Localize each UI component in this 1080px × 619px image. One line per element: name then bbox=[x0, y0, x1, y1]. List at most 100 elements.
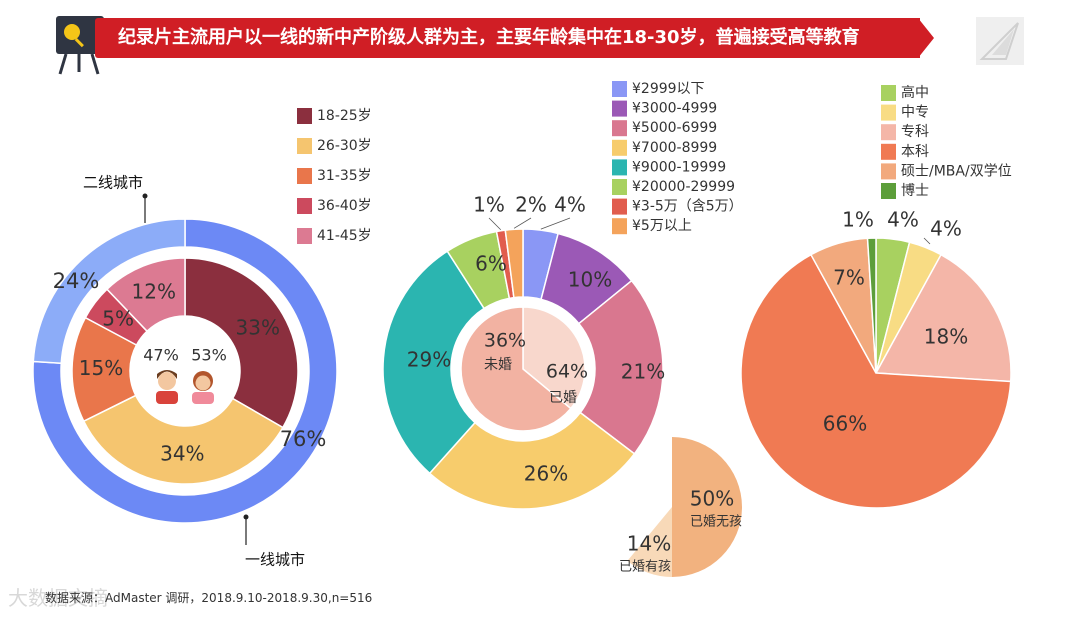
income-ring-slice-2 bbox=[577, 279, 664, 455]
income-legend-label-6: ¥3-5万（含5万） bbox=[632, 199, 743, 215]
education-legend-label-0: 高中 bbox=[901, 84, 929, 101]
income-legend-label-1: ¥3000-4999 bbox=[632, 101, 717, 117]
income-ring-slice-3 bbox=[428, 411, 636, 510]
female-shirt bbox=[192, 392, 214, 404]
income-legend-swatch-7 bbox=[612, 218, 627, 235]
male-shirt bbox=[156, 391, 178, 404]
city-ring-label-0: 76% bbox=[280, 427, 327, 451]
education-pie-label-3: 66% bbox=[823, 412, 867, 436]
title-banner bbox=[95, 18, 920, 58]
age-ring-label-0: 33% bbox=[236, 316, 280, 340]
female-face bbox=[195, 375, 211, 391]
income-legend-label-0: ¥2999以下 bbox=[632, 81, 705, 97]
income-leader-6 bbox=[488, 217, 502, 231]
education-pie-slice-2 bbox=[874, 253, 1012, 383]
education-legend-label-4: 硕士/MBA/双学位 bbox=[901, 163, 1012, 179]
income-ring-label-5: 6% bbox=[475, 252, 507, 276]
education-legend-swatch-5 bbox=[881, 183, 896, 199]
marital-pie-label-0: 未婚 bbox=[484, 357, 512, 373]
city1-callout-label: 一线城市 bbox=[245, 551, 305, 569]
income-legend-label-3: ¥7000-8999 bbox=[632, 140, 717, 156]
age-ring-label-4: 12% bbox=[132, 280, 176, 304]
age-legend-label-2: 31-35岁 bbox=[317, 168, 372, 184]
marital-pie-label-1: 已婚 bbox=[549, 390, 577, 406]
education-pie-label-5: 1% bbox=[842, 208, 874, 232]
married-breakdown-value-1: 14% bbox=[627, 532, 671, 556]
age-legend-swatch-4 bbox=[297, 228, 312, 244]
income-ring-label-2: 21% bbox=[621, 360, 665, 384]
age-legend-label-0: 18-25岁 bbox=[317, 108, 372, 124]
income-leader-7 bbox=[513, 217, 532, 229]
data-source-note: 数据来源：AdMaster 调研，2018.9.10-2018.9.30,n=5… bbox=[45, 591, 373, 605]
age-ring-label-3: 5% bbox=[102, 307, 134, 331]
age-legend-swatch-2 bbox=[297, 168, 312, 184]
gender-female-value: 53% bbox=[191, 346, 227, 365]
age-ring-label-1: 34% bbox=[160, 441, 204, 465]
age-legend-swatch-1 bbox=[297, 138, 312, 154]
watermark: 大数据文摘 bbox=[8, 586, 108, 610]
income-ring-label-6: 1% bbox=[473, 193, 505, 217]
education-legend-label-3: 本科 bbox=[901, 144, 929, 160]
education-pie-slice-5 bbox=[866, 237, 877, 374]
income-legend-swatch-5 bbox=[612, 179, 627, 195]
city-ring-label-1: 24% bbox=[53, 269, 100, 293]
education-legend-swatch-4 bbox=[881, 163, 896, 180]
married-breakdown-slice-0 bbox=[672, 437, 742, 577]
city2-callout-label: 二线城市 bbox=[83, 174, 143, 192]
income-ring-label-4: 29% bbox=[407, 348, 451, 372]
married-breakdown-value-0: 50% bbox=[690, 487, 734, 511]
education-legend-swatch-0 bbox=[881, 85, 896, 101]
income-ring-label-0: 4% bbox=[554, 193, 586, 217]
married-breakdown-slice-1 bbox=[627, 507, 672, 577]
gender-male-value: 47% bbox=[143, 346, 179, 365]
income-ring-slice-7 bbox=[504, 228, 524, 299]
education-pie-label-4: 7% bbox=[833, 266, 865, 290]
page-title: 纪录片主流用户以一线的新中产阶级人群为主，主要年龄集中在18-30岁，普遍接受高… bbox=[118, 27, 860, 48]
income-legend-label-7: ¥5万以上 bbox=[632, 218, 692, 234]
age-legend-label-3: 36-40岁 bbox=[317, 198, 372, 214]
income-legend-label-2: ¥5000-6999 bbox=[632, 120, 717, 136]
marital-pie-value-1: 64% bbox=[546, 361, 588, 383]
city-ring-slice-0 bbox=[32, 218, 338, 524]
age-legend-swatch-0 bbox=[297, 108, 312, 124]
age-ring-hole bbox=[130, 316, 240, 426]
age-ring-label-2: 15% bbox=[79, 356, 123, 380]
male-face bbox=[158, 372, 176, 390]
income-ring-label-1: 10% bbox=[568, 268, 612, 292]
age-legend-label-1: 26-30岁 bbox=[317, 138, 372, 154]
income-legend-swatch-4 bbox=[612, 159, 627, 176]
education-legend-swatch-2 bbox=[881, 124, 896, 141]
male-hair bbox=[157, 370, 177, 379]
income-ring-slice-4 bbox=[382, 250, 486, 475]
logo-arrow-icon bbox=[979, 22, 1019, 60]
marital-pie-value-0: 36% bbox=[484, 330, 526, 352]
income-legend-label-5: ¥20000-29999 bbox=[632, 179, 735, 195]
married-breakdown-label-1: 已婚有孩 bbox=[619, 560, 671, 575]
title-banner-tip bbox=[918, 18, 934, 58]
income-ring-label-3: 26% bbox=[524, 462, 568, 486]
education-pie-label-1: 4% bbox=[930, 217, 962, 241]
education-legend-swatch-3 bbox=[881, 143, 896, 160]
age-legend-swatch-3 bbox=[297, 198, 312, 214]
income-legend-label-4: ¥9000-19999 bbox=[632, 159, 726, 175]
female-person-icon bbox=[192, 371, 214, 404]
education-pie-label-2: 18% bbox=[924, 325, 968, 349]
married-breakdown-label-0: 已婚无孩 bbox=[690, 515, 742, 530]
income-legend-swatch-1 bbox=[612, 100, 627, 117]
income-legend-swatch-0 bbox=[612, 81, 627, 97]
education-legend-label-1: 中专 bbox=[901, 105, 929, 121]
education-pie-label-0: 4% bbox=[887, 208, 919, 232]
income-legend-swatch-2 bbox=[612, 120, 627, 137]
income-legend-swatch-6 bbox=[612, 198, 627, 215]
education-leader-1 bbox=[923, 237, 931, 245]
income-ring-label-7: 2% bbox=[515, 193, 547, 217]
education-legend-label-5: 博士 bbox=[901, 182, 929, 199]
brand-logo bbox=[976, 17, 1024, 65]
age-legend-label-4: 41-45岁 bbox=[317, 228, 372, 244]
city-ring-slice-1 bbox=[32, 218, 186, 365]
marital-pie-slice-0 bbox=[522, 306, 586, 410]
income-legend-swatch-3 bbox=[612, 139, 627, 156]
education-pie-slice-3 bbox=[740, 253, 1012, 509]
